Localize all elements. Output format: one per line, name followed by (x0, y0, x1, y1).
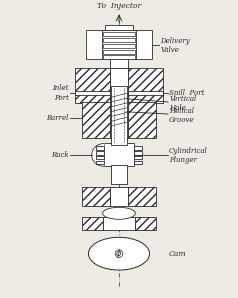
Bar (134, 146, 142, 150)
Bar (96, 161, 104, 164)
Text: Spill  Port: Spill Port (169, 89, 205, 97)
Bar (96, 151, 104, 155)
Text: Cam: Cam (169, 250, 187, 258)
Ellipse shape (89, 237, 149, 270)
Bar (103, 32, 135, 36)
Bar (111, 165, 127, 184)
Bar (110, 187, 128, 206)
Text: Rack: Rack (51, 151, 69, 159)
Bar (103, 38, 135, 42)
Bar (110, 59, 128, 68)
Bar (134, 161, 142, 164)
Bar (103, 55, 135, 59)
Text: Delivery
Valve: Delivery Valve (160, 37, 190, 54)
Text: Helical
Groove: Helical Groove (169, 106, 195, 124)
Bar (75, 91, 110, 95)
Bar (128, 91, 163, 95)
Bar (82, 102, 110, 138)
Bar (103, 49, 135, 54)
Bar (128, 187, 156, 206)
Bar (104, 143, 134, 166)
Bar (134, 151, 142, 155)
Polygon shape (92, 144, 104, 166)
Bar (103, 44, 135, 48)
Bar (102, 30, 136, 60)
Ellipse shape (115, 250, 123, 257)
Ellipse shape (103, 207, 135, 219)
Bar (96, 156, 104, 159)
Text: $\phi$: $\phi$ (115, 247, 123, 260)
Bar (75, 68, 110, 103)
Bar (82, 187, 110, 206)
Bar (105, 24, 133, 31)
Bar (96, 146, 104, 150)
Bar (128, 68, 163, 103)
Text: Cylindrical
Plunger: Cylindrical Plunger (169, 147, 208, 164)
Text: Barrel: Barrel (46, 114, 69, 122)
Bar (135, 217, 156, 230)
Text: Vertical
Hole: Vertical Hole (169, 94, 196, 112)
Text: Inlet
Port: Inlet Port (52, 84, 69, 102)
Bar (128, 102, 156, 138)
Bar (110, 68, 128, 138)
Bar (111, 86, 127, 145)
Bar (103, 217, 135, 230)
Bar (82, 217, 103, 230)
Bar (134, 156, 142, 159)
Text: To  Injector: To Injector (97, 2, 141, 10)
Bar (86, 30, 152, 60)
